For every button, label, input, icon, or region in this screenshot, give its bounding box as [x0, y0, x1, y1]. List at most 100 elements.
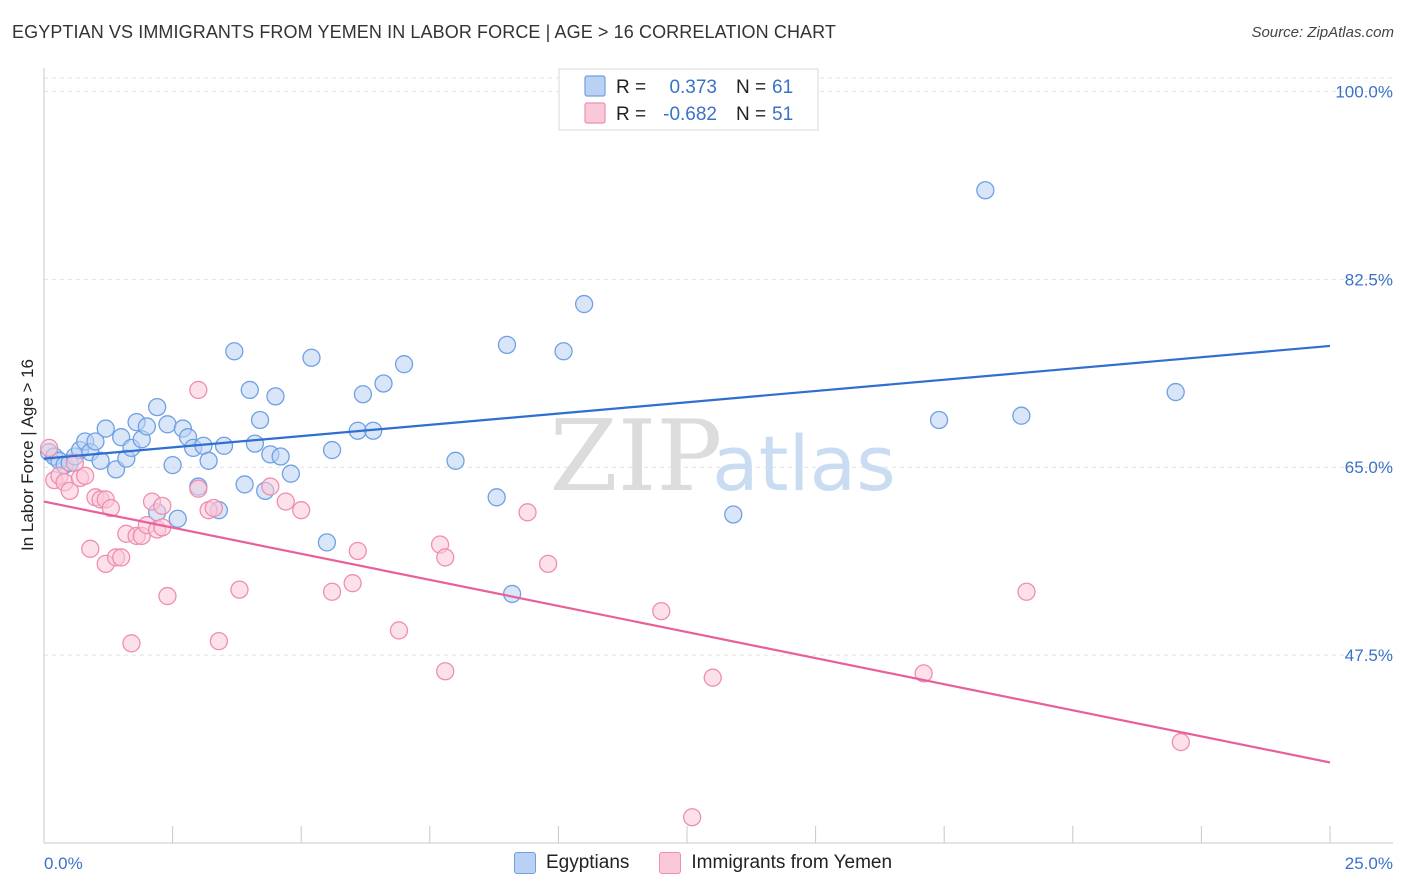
egyptians-point [497, 335, 517, 354]
egyptians-point [245, 434, 265, 453]
stats-legend: R = 0.373 N = 61 R = -0.682 N = 51 [558, 68, 819, 131]
egyptians-point [929, 410, 949, 430]
legend-swatch-egyptians [513, 852, 536, 874]
egyptians-point [487, 488, 506, 507]
yemen-point [518, 503, 537, 522]
yemen-point [276, 492, 295, 511]
legend-n-value: 51 [772, 104, 793, 125]
egyptians-point [322, 440, 342, 460]
egyptians-point [214, 436, 234, 455]
yemen-trend-line [43, 500, 1331, 764]
legend-label-yemen: Immigrants from Yemen [691, 852, 893, 873]
yemen-point [343, 574, 362, 593]
legend-r-label: R = [616, 104, 646, 125]
yemen-point [76, 466, 95, 485]
series-legend: Egyptians Immigrants from Yemen [0, 852, 1406, 874]
yemen-point [230, 580, 249, 599]
egyptians-point [446, 451, 465, 470]
egyptians-point [266, 387, 285, 406]
egyptians-point [199, 451, 218, 470]
egyptians-point [302, 348, 321, 367]
x-tick-label: 0.0% [44, 854, 83, 873]
yemen-point [322, 582, 342, 601]
y-tick-label: 82.5% [1345, 270, 1393, 289]
yemen-point [652, 601, 671, 621]
egyptians-point [374, 374, 393, 393]
egyptians-point [240, 380, 259, 400]
yemen-point [292, 501, 311, 520]
yemen-point [682, 808, 702, 827]
egyptians-point [235, 475, 254, 494]
egyptians-trend-line [43, 344, 1331, 460]
egyptians-point [86, 432, 105, 451]
egyptians-point [976, 181, 995, 200]
yemen-point [189, 380, 208, 400]
egyptians-point [271, 447, 290, 466]
yemen-point [112, 548, 131, 567]
egyptians-point [96, 419, 115, 438]
egyptians-point [554, 342, 573, 361]
yemen-point [60, 481, 79, 501]
egyptians-point [91, 451, 110, 470]
egyptians-point [394, 355, 414, 374]
legend-n-label: N = [736, 104, 766, 125]
yemen-point [348, 541, 367, 561]
source-label: Source: ZipAtlas.com [1251, 24, 1394, 41]
egyptians-point [250, 410, 270, 430]
yemen-point [538, 554, 558, 574]
egyptians-point [163, 455, 182, 475]
egyptians-point [353, 385, 373, 404]
y-tick-label: 65.0% [1345, 458, 1393, 477]
yemen-point [1017, 582, 1036, 601]
yemen-point [204, 498, 223, 518]
egyptians-point [502, 584, 522, 604]
egyptians-point [281, 464, 301, 483]
egyptians-point [724, 505, 743, 524]
yemen-point [436, 662, 455, 681]
egyptians-point [317, 533, 337, 552]
trend-layer [43, 344, 1331, 764]
axes-layer [43, 68, 1393, 844]
yemen-point [389, 621, 409, 640]
yemen-point [158, 586, 177, 606]
watermark-zip: ZIP [550, 400, 723, 514]
egyptians-point [137, 417, 157, 436]
yemen-point [81, 539, 100, 558]
chart-title: EGYPTIAN VS IMMIGRANTS FROM YEMEN IN LAB… [12, 22, 837, 42]
egyptians-point [158, 415, 177, 434]
legend-r-value: 0.373 [669, 77, 717, 98]
watermark-atlas: atlas [712, 419, 896, 508]
egyptians-point [168, 509, 187, 528]
legend-item-egyptians: Egyptians [513, 852, 630, 874]
yemen-point [189, 479, 208, 498]
legend-item-yemen: Immigrants from Yemen [659, 852, 892, 874]
yemen-point [703, 668, 722, 687]
yemen-point [122, 634, 141, 653]
legend-swatch-yemen [659, 852, 682, 874]
yemen-point [261, 477, 280, 496]
grid-layer [44, 77, 1393, 656]
egyptians-point [225, 342, 244, 361]
legend-r-label: R = [616, 77, 646, 98]
yemen-point [153, 496, 172, 516]
yemen-point [914, 664, 933, 683]
yemen-point [436, 548, 455, 567]
egyptians-point [1012, 406, 1031, 425]
legend-label-egyptians: Egyptians [545, 852, 630, 873]
egyptians-point [148, 397, 167, 417]
egyptians-point [574, 294, 594, 314]
legend-swatch-yemen [584, 102, 606, 124]
y-tick-label: 47.5% [1345, 646, 1393, 665]
tick-label-layer: 0.0% 25.0% 47.5% 65.0% 82.5% 100.0% [44, 82, 1393, 873]
yemen-point [1171, 732, 1190, 752]
egyptians-point [1166, 382, 1185, 402]
legend-r-value: -0.682 [663, 104, 717, 125]
yemen-point [39, 438, 59, 458]
legend-swatch-egyptians [584, 75, 606, 97]
y-tick-label: 100.0% [1335, 82, 1393, 101]
points-layer [39, 181, 1190, 827]
legend-n-value: 61 [772, 77, 793, 98]
yemen-point [209, 632, 229, 651]
yemen-point [101, 498, 121, 518]
